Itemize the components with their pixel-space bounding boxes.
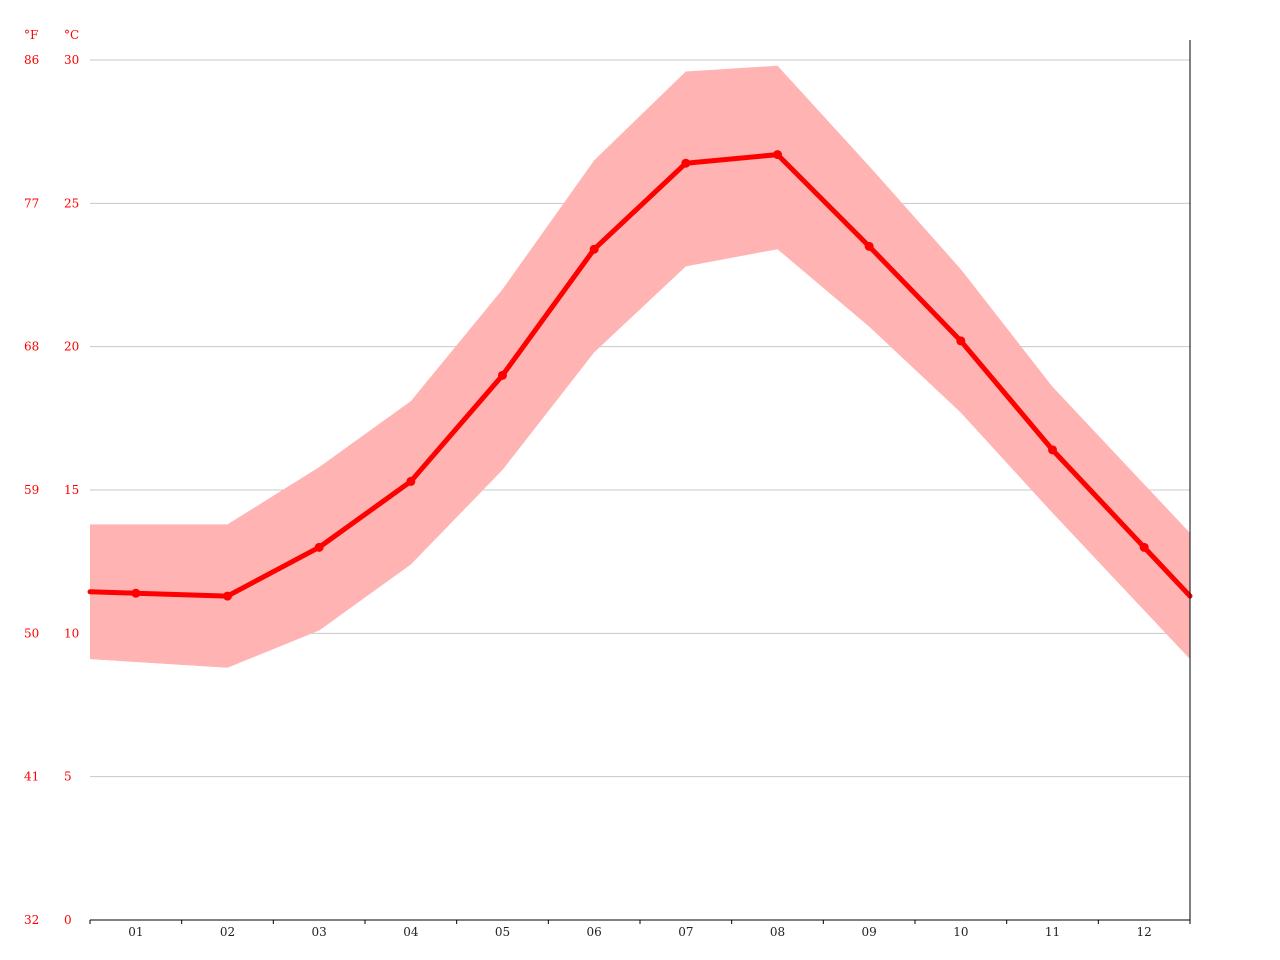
data-point [223, 591, 232, 601]
y-tick-label-fahrenheit: 86 [24, 53, 39, 67]
data-point [864, 241, 874, 251]
x-tick-label: 10 [953, 925, 968, 939]
data-point [589, 244, 599, 254]
temperature-range-band [90, 65, 1190, 668]
x-tick-label: 11 [1045, 925, 1060, 939]
y-tick-label-fahrenheit: 32 [24, 913, 39, 927]
y-tick-label-celsius: 20 [64, 340, 79, 354]
data-point [498, 370, 507, 380]
y-tick-label-celsius: 0 [64, 913, 72, 927]
y-tick-label-fahrenheit: 50 [24, 626, 39, 640]
y-tick-label-celsius: 15 [64, 483, 79, 497]
y-tick-label-celsius: 30 [64, 53, 79, 67]
y-tick-label-fahrenheit: 41 [24, 770, 39, 784]
y-tick-label-fahrenheit: 59 [24, 483, 39, 497]
y-tick-label-fahrenheit: 68 [24, 340, 39, 354]
data-point [1139, 542, 1149, 552]
x-tick-label: 03 [312, 925, 327, 939]
x-tick-label: 12 [1137, 925, 1152, 939]
x-tick-label: 01 [128, 925, 143, 939]
min-max-range-area [90, 65, 1190, 668]
data-point [773, 150, 782, 160]
y-tick-label-celsius: 25 [64, 196, 79, 210]
data-point [406, 476, 416, 486]
fahrenheit-unit-label: °F [24, 28, 38, 42]
x-tick-label: 09 [862, 925, 877, 939]
data-point [1048, 445, 1057, 455]
x-tick-label: 07 [678, 925, 693, 939]
axes: 0 32 5 41 10 50 15 59 20 68 25 77 30 86 01 02 03 04 05 06 07… [24, 40, 1191, 939]
y-tick-label-celsius: 5 [64, 770, 72, 784]
y-tick-label-celsius: 10 [64, 626, 79, 640]
data-point [956, 336, 966, 346]
x-tick-label: 08 [770, 925, 785, 939]
data-point [131, 588, 141, 598]
x-tick-label: 06 [587, 925, 602, 939]
data-point [681, 158, 691, 168]
x-tick-label: 05 [495, 925, 510, 939]
average-temperature-line [87, 152, 1193, 599]
x-tick-label: 04 [403, 925, 419, 939]
data-point [314, 542, 324, 552]
celsius-unit-label: °C [64, 28, 79, 42]
temperature-series [87, 150, 1193, 601]
x-tick-label: 02 [220, 925, 235, 939]
y-tick-label-fahrenheit: 77 [24, 196, 39, 210]
